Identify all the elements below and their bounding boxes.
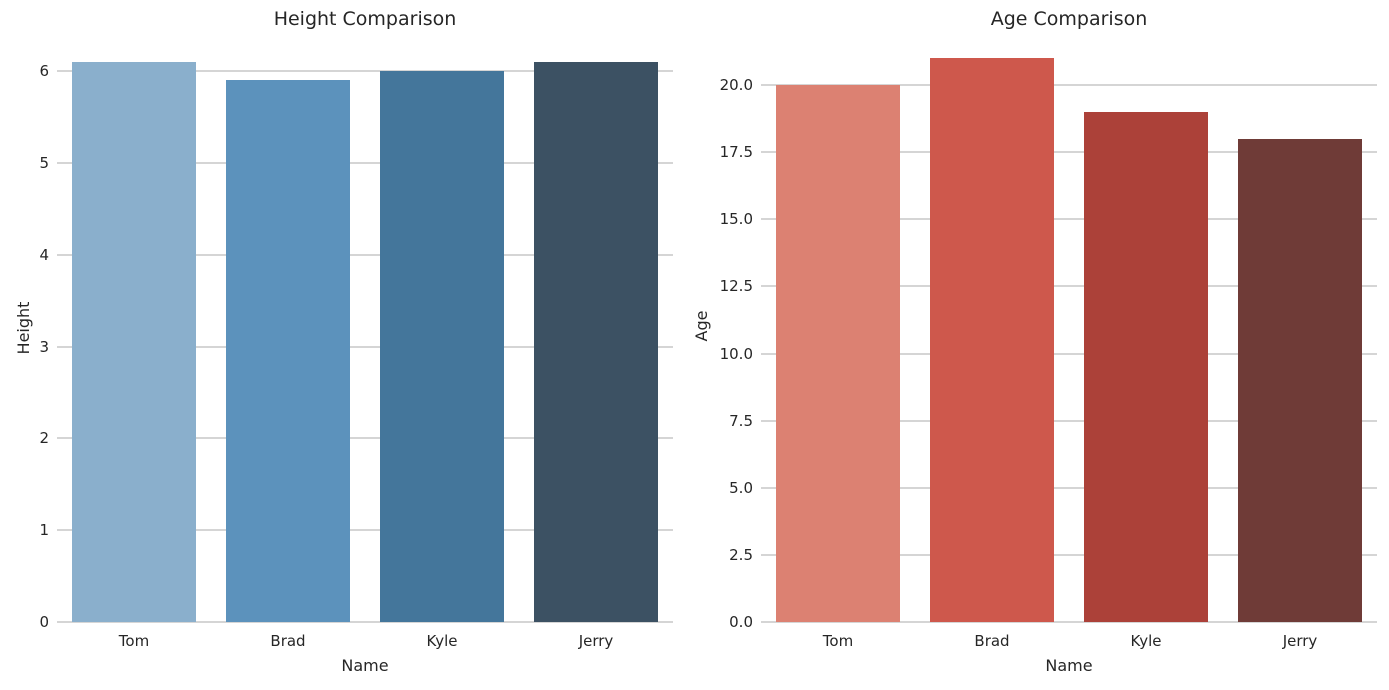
gridline (761, 621, 1377, 623)
x-tick-label-jerry: Jerry (1282, 632, 1318, 650)
y-axis-label-age: Age (692, 310, 711, 342)
y-tick-label: 20.0 (719, 76, 753, 95)
x-tick-label-brad: Brad (270, 632, 306, 650)
gridline (57, 437, 673, 440)
gridline (57, 253, 673, 256)
gridline (57, 529, 673, 532)
x-tick-label-kyle: Kyle (1130, 632, 1162, 650)
bar-kyle (1084, 111, 1208, 622)
y-tick-label: 5.0 (729, 478, 753, 497)
x-tick-label-kyle: Kyle (426, 632, 458, 650)
chart-title-height: Height Comparison (273, 8, 457, 30)
y-tick-label: 17.5 (719, 143, 753, 162)
gridline (761, 419, 1377, 422)
gridline (761, 285, 1377, 288)
chart-title-age: Age Comparison (990, 8, 1148, 30)
x-tick-label-tom: Tom (118, 632, 150, 650)
x-tick-label-brad: Brad (974, 632, 1010, 650)
y-tick-label: 4 (39, 245, 49, 264)
y-tick-label: 5 (39, 153, 49, 172)
bar-brad (930, 58, 1054, 622)
bar-tom (776, 85, 900, 622)
x-axis-label-name-left: Name (341, 656, 389, 675)
y-tick-label: 12.5 (719, 277, 753, 296)
plot-area-height: 0 1 2 3 4 5 6 Tom Brad Kyle Jerry (39, 34, 673, 650)
x-tick-label-jerry: Jerry (578, 632, 614, 650)
y-tick-label: 3 (39, 337, 49, 356)
gridline (57, 345, 673, 348)
bar-brad (226, 80, 350, 622)
gridline (761, 352, 1377, 355)
gridline (761, 553, 1377, 556)
gridline (57, 621, 673, 623)
bar-jerry (534, 62, 658, 622)
y-tick-label: 0 (39, 613, 49, 631)
gridline (761, 218, 1377, 221)
y-tick-label: 15.0 (719, 210, 753, 229)
y-tick-label: 0.0 (729, 613, 753, 631)
gridline (57, 70, 673, 73)
gridline (761, 486, 1377, 489)
y-tick-label: 6 (39, 62, 49, 81)
y-tick-label: 2.5 (729, 545, 753, 564)
bar-kyle (380, 71, 504, 622)
chart-panel-age: Age Comparison Age 0.0 2.5 5.0 7.5 10.0 12.5 1… (692, 0, 1389, 690)
y-tick-label: 1 (39, 521, 49, 540)
chart-panel-height: Height Comparison Height 0 1 2 3 4 5 6 Tom Brad K… (0, 0, 694, 690)
gridline (761, 151, 1377, 154)
gridline (761, 84, 1377, 87)
y-tick-label: 7.5 (729, 411, 753, 430)
x-tick-label-tom: Tom (822, 632, 854, 650)
y-tick-label: 2 (39, 429, 49, 448)
bar-jerry (1238, 138, 1362, 622)
x-axis-label-name-right: Name (1045, 656, 1093, 675)
gridline (57, 161, 673, 164)
y-tick-label: 10.0 (719, 344, 753, 363)
plot-area-age: 0.0 2.5 5.0 7.5 10.0 12.5 15.0 17.5 20.0 Tom Brad K… (720, 30, 1377, 650)
bar-tom (72, 62, 196, 622)
